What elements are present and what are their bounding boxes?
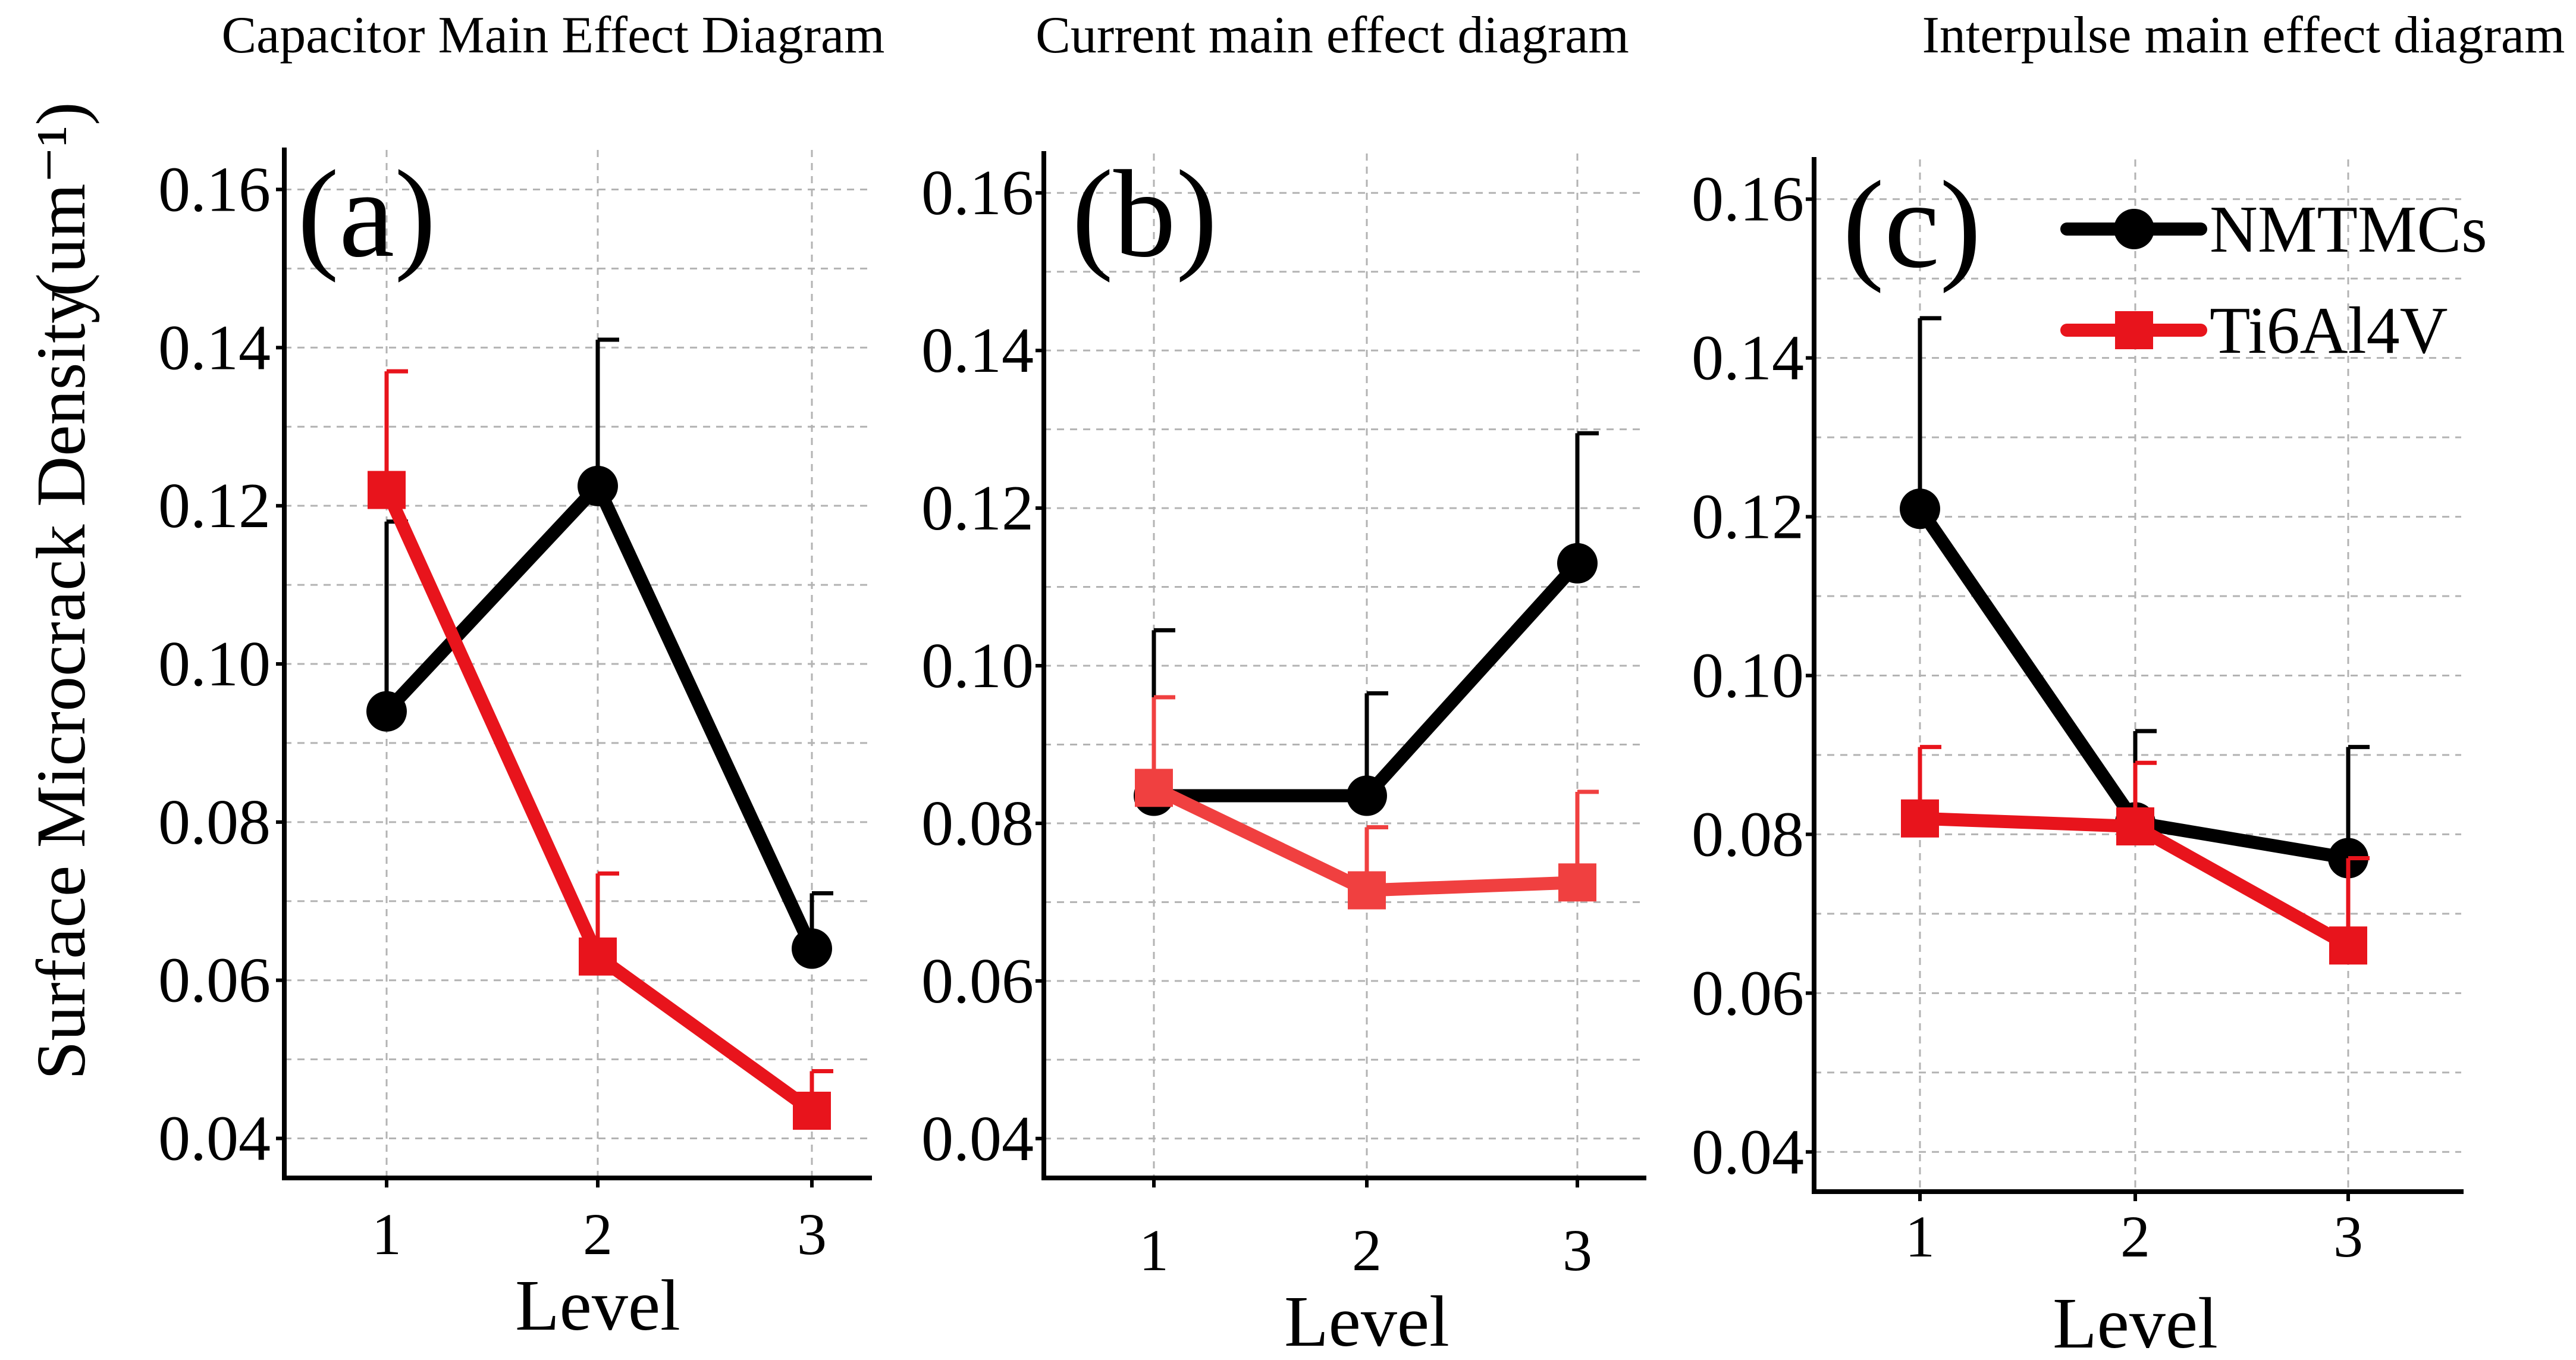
data-point-marker (1348, 871, 1386, 910)
y-tick-label: 0.08 (1692, 799, 1804, 870)
y-tick-label: 0.04 (921, 1104, 1034, 1174)
chart-panel-b: Current main effect diagram 0.04 0.06 0.08 0… (921, 7, 1646, 1360)
x-tick-label: 1 (372, 1201, 401, 1267)
y-tick-label: 0.16 (158, 154, 271, 225)
y-tick-label: 0.12 (158, 471, 271, 541)
y-tick-label: 0.10 (158, 629, 271, 700)
data-point-marker (2116, 807, 2154, 846)
y-tick-label: 0.08 (158, 787, 271, 858)
panel-tag: (c) (1843, 156, 1981, 294)
panel-title: Current main effect diagram (1036, 7, 1629, 64)
data-point-marker (368, 471, 406, 509)
y-tick-label: 0.16 (921, 158, 1034, 228)
series-nmtmcs (366, 337, 833, 969)
y-tick-label: 0.04 (1692, 1117, 1804, 1187)
y-tick-label: 0.06 (1692, 958, 1804, 1029)
series-ti6al4v (1901, 745, 2370, 965)
series-ti6al4v (1135, 695, 1599, 910)
legend-marker (2115, 311, 2153, 349)
x-tick-label: 3 (2333, 1204, 2363, 1270)
data-point-marker (792, 928, 832, 969)
y-tick-label: 0.14 (921, 315, 1034, 386)
data-point-marker (1558, 863, 1596, 902)
data-point-marker (1557, 543, 1598, 584)
data-point-marker (1900, 488, 1940, 529)
data-point-marker (578, 465, 618, 506)
data-point-marker (366, 691, 407, 732)
x-axis-label: Level (1284, 1281, 1449, 1360)
series-nmtmcs (1134, 431, 1599, 816)
x-axis-label: Level (515, 1265, 680, 1346)
y-tick-label: 0.06 (921, 946, 1034, 1017)
y-tick-label: 0.12 (1692, 482, 1804, 553)
x-tick-label: 2 (1352, 1217, 1382, 1283)
x-tick-label: 3 (797, 1201, 827, 1267)
legend-label: NMTMCs (2210, 193, 2487, 267)
y-tick-label: 0.14 (1692, 323, 1804, 394)
data-point-marker (1347, 775, 1387, 816)
x-tick-label: 3 (1562, 1217, 1592, 1283)
x-tick-label: 1 (1905, 1204, 1935, 1270)
x-axis-label: Level (2053, 1283, 2218, 1360)
y-tick-label: 0.16 (1692, 164, 1804, 235)
chart-panel-a: Capacitor Main Effect Diagram 0.04 0.06 0.0… (158, 7, 885, 1346)
x-tick-label: 2 (2120, 1204, 2150, 1270)
y-tick-label: 0.10 (1692, 641, 1804, 712)
y-tick-label: 0.06 (158, 945, 271, 1016)
panel-tag: (b) (1072, 145, 1218, 283)
panel-tag: (a) (297, 145, 436, 283)
data-point-marker (579, 937, 617, 976)
legend: NMTMCs Ti6Al4V (2060, 193, 2487, 368)
y-tick-label: 0.12 (921, 473, 1034, 544)
data-point-marker (1901, 799, 1939, 838)
data-point-marker (2329, 926, 2367, 965)
data-point-marker (1135, 769, 1173, 807)
panel-title: Interpulse main effect diagram (1922, 7, 2565, 64)
legend-label: Ti6Al4V (2210, 294, 2448, 368)
y-tick-label: 0.08 (921, 788, 1034, 859)
y-tick-label: 0.10 (921, 631, 1034, 701)
y-tick-label: 0.04 (158, 1104, 271, 1174)
y-axis-label: Surface Microcrack Density (22, 289, 100, 1080)
chart-panel-c: Interpulse main effect diagram 0.04 0.06 0.… (1692, 7, 2565, 1360)
x-tick-label: 1 (1139, 1217, 1169, 1283)
x-tick-label: 2 (583, 1201, 613, 1267)
y-axis-unit-label: (um⁻¹) (22, 102, 100, 296)
legend-marker (2114, 209, 2154, 249)
panels: Capacitor Main Effect Diagram 0.04 0.06 0.0… (158, 7, 2565, 1360)
panel-title: Capacitor Main Effect Diagram (221, 7, 884, 64)
y-tick-label: 0.14 (158, 312, 271, 383)
data-point-marker (793, 1092, 831, 1130)
series-ti6al4v (368, 369, 833, 1130)
